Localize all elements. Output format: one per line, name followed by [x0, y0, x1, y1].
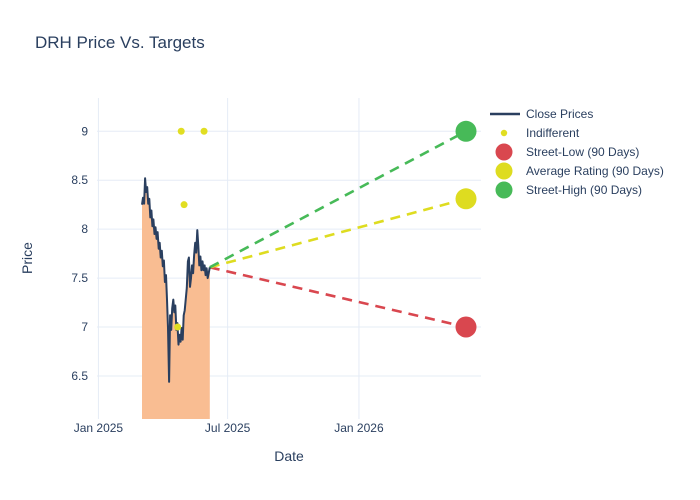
street-low-dot-swatch-icon: [495, 143, 513, 160]
indifferent-point[interactable]: [177, 127, 185, 135]
chart-title: DRH Price Vs. Targets: [35, 33, 205, 52]
x-tick-label: Jan 2026: [334, 421, 384, 435]
projection-line: [209, 197, 467, 269]
legend-item-indifferent[interactable]: Indifferent: [488, 123, 664, 142]
legend: Close Prices Indifferent Street-Low (90 …: [488, 104, 664, 199]
legend-item-close-prices[interactable]: Close Prices: [488, 104, 664, 123]
average-rating-dot-swatch-icon: [495, 162, 513, 179]
indifferent-point[interactable]: [180, 201, 188, 209]
y-tick-label: 8.5: [71, 173, 88, 187]
target-point[interactable]: [455, 120, 477, 142]
y-tick-label: 9: [81, 124, 88, 138]
y-tick-label: 7.5: [71, 271, 88, 285]
indifferent-point[interactable]: [200, 127, 208, 135]
projection-line: [209, 130, 467, 269]
legend-label: Average Rating (90 Days): [526, 163, 664, 178]
x-tick-label: Jan 2025: [74, 421, 124, 435]
indifferent-point[interactable]: [174, 323, 182, 331]
x-axis-title: Date: [274, 448, 304, 464]
legend-item-average-rating[interactable]: Average Rating (90 Days): [488, 161, 664, 180]
legend-item-street-high[interactable]: Street-High (90 Days): [488, 180, 664, 199]
y-tick-label: 6.5: [71, 369, 88, 383]
legend-label: Close Prices: [526, 106, 594, 121]
y-tick-label: 7: [81, 320, 88, 334]
close-prices-area: [142, 178, 210, 419]
legend-label: Indifferent: [526, 125, 580, 140]
close-prices-line[interactable]: [141, 177, 211, 383]
target-point[interactable]: [455, 188, 477, 210]
y-axis-title: Price: [19, 242, 35, 274]
street-high-dot-swatch-icon: [495, 181, 513, 198]
indifferent-dot-swatch-icon: [500, 129, 508, 136]
y-tick-label: 8: [81, 222, 88, 236]
x-tick-label: Jul 2025: [205, 421, 251, 435]
target-point[interactable]: [455, 316, 477, 338]
legend-label: Street-High (90 Days): [526, 182, 643, 197]
legend-item-street-low[interactable]: Street-Low (90 Days): [488, 142, 664, 161]
close-prices-line-swatch-icon: [490, 112, 520, 115]
legend-label: Street-Low (90 Days): [526, 144, 640, 159]
projection-line: [209, 266, 467, 329]
